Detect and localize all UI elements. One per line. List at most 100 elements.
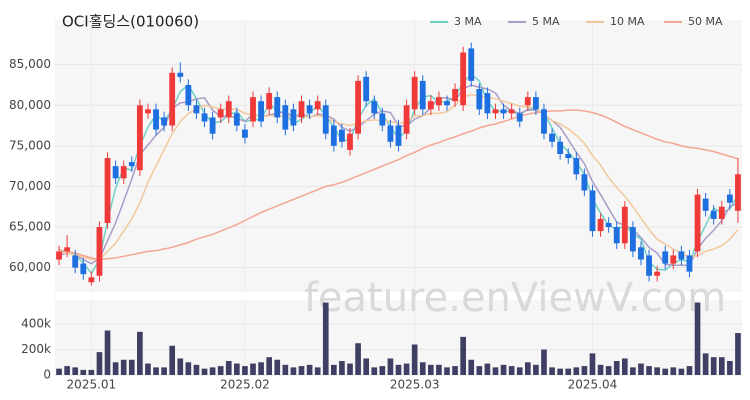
candle-body [460, 52, 467, 106]
y-tick-label: 80,000 [9, 98, 51, 112]
volume-bar [735, 333, 741, 375]
candle-body [427, 101, 434, 110]
volume-bar [428, 364, 434, 375]
candle-body [161, 117, 168, 126]
candle-body [549, 133, 555, 142]
volume-bar [549, 367, 555, 375]
candle-body [492, 109, 499, 114]
volume-bar [500, 364, 507, 375]
volume-bar [524, 362, 531, 375]
volume-bar [533, 364, 539, 375]
candle-body [387, 125, 394, 142]
candle-body [403, 105, 410, 134]
volume-bar [468, 359, 475, 375]
candle-body [250, 97, 256, 122]
volume-bar [605, 366, 612, 375]
volume-bar [613, 361, 620, 375]
candle-body [96, 227, 103, 276]
candle-body [120, 166, 127, 179]
candle-body [524, 97, 531, 106]
volume-bar [444, 367, 450, 375]
candle-body [419, 80, 426, 110]
watermark: feature.enViewV.com [304, 275, 726, 321]
volume-bar [670, 367, 677, 375]
volume-bar [654, 367, 660, 375]
candle-body [145, 109, 151, 114]
candle-body [508, 109, 515, 114]
candle-body [266, 93, 273, 110]
candle-body [670, 255, 677, 264]
candle-body [581, 174, 588, 191]
candle-body [136, 105, 143, 171]
candle-body [185, 84, 192, 106]
volume-bar [638, 363, 644, 375]
legend: 3 MA 5 MA 10 MA 50 MA [430, 15, 723, 28]
volume-bar [363, 358, 369, 375]
volume-bar [694, 302, 701, 375]
volume-tick-label: 0 [43, 368, 51, 382]
volume-bar [686, 366, 693, 375]
candle-body [322, 105, 329, 134]
volume-bar [476, 366, 483, 375]
x-tick-label: 2025.01 [67, 378, 117, 392]
volume-bar [112, 362, 119, 375]
legend-label: 3 MA [454, 15, 482, 28]
volume-bar [153, 367, 159, 375]
candle-body [217, 109, 224, 118]
chart-title: OCI홀딩스(010060) [62, 13, 199, 31]
candle-body [169, 72, 176, 126]
volume-bar [460, 336, 466, 375]
volume-bar [145, 363, 151, 375]
volume-bar [379, 366, 386, 375]
candle-body [233, 113, 240, 126]
volume-bar [193, 364, 200, 375]
candle-body [363, 76, 370, 102]
candle-body [726, 194, 733, 203]
volume-bar [88, 369, 95, 375]
volume-bar [242, 366, 248, 375]
price-panel [55, 20, 742, 292]
candle-body [629, 227, 636, 252]
y-tick-label: 75,000 [9, 138, 51, 152]
candle-body [678, 251, 685, 260]
candle-body [347, 133, 353, 150]
candle-body [444, 101, 450, 106]
volume-bar [403, 363, 410, 375]
volume-bar [436, 364, 442, 375]
volume-bar [452, 366, 458, 375]
volume-bar [355, 343, 361, 375]
candle-body [589, 190, 596, 232]
volume-bar [347, 363, 353, 375]
candle-body [379, 113, 386, 126]
legend-label: 5 MA [532, 15, 560, 28]
candle-body [274, 97, 281, 118]
candle-body [646, 255, 652, 276]
candle-body [112, 166, 119, 179]
volume-tick-label: 400k [21, 317, 51, 331]
candle-body [153, 109, 159, 130]
volume-bar [541, 349, 547, 375]
volume-bar [630, 367, 636, 375]
candle-body [654, 271, 661, 276]
candle-body [193, 105, 200, 114]
volume-bar [290, 367, 297, 375]
volume-bar [274, 359, 281, 375]
candle-body [735, 174, 741, 211]
candle-body [710, 210, 717, 219]
volume-bar [96, 352, 103, 375]
volume-bar [282, 364, 289, 375]
candle-body [484, 93, 491, 114]
candle-body [290, 109, 297, 126]
candle-body [355, 80, 361, 134]
ma-line [58, 109, 739, 261]
candle-body [314, 101, 321, 110]
volume-tick-label: 200k [21, 342, 51, 356]
volume-bar [387, 358, 394, 375]
volume-bar [185, 362, 192, 375]
candle-body [718, 206, 725, 219]
volume-bar [128, 359, 135, 375]
candle-body [452, 89, 458, 102]
volume-bar [306, 364, 313, 375]
candle-body [88, 277, 95, 283]
